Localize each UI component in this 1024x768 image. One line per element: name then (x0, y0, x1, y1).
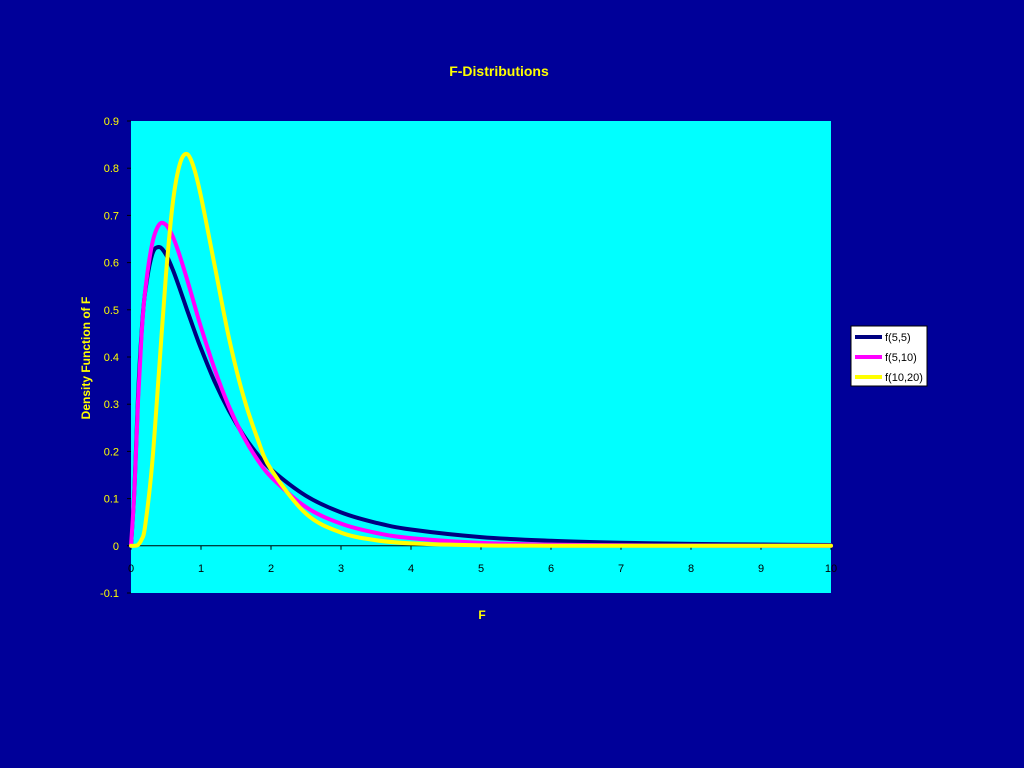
x-tick-label: 7 (618, 563, 624, 575)
y-tick-label: 0.5 (104, 305, 119, 317)
y-tick-label: 0.8 (104, 163, 119, 175)
y-tick-label: 0.3 (104, 399, 119, 411)
y-axis-title: Density Function of F (79, 297, 93, 420)
y-axis-ticks: -0.1 0 0.1 0.2 0.3 0.4 0.5 0.6 0.7 0.8 0.9 (100, 116, 131, 600)
y-tick-label: -0.1 (100, 588, 119, 600)
x-tick-label: 3 (338, 563, 344, 575)
legend-label: f(5,10) (885, 352, 917, 364)
x-tick-label: 8 (688, 563, 694, 575)
x-tick-label: 4 (408, 563, 414, 575)
x-tick-label: 6 (548, 563, 554, 575)
series-line-3 (129, 151, 833, 548)
x-axis-title: F (478, 608, 485, 622)
x-tick-label: 1 (198, 563, 204, 575)
legend-label: f(10,20) (885, 372, 923, 384)
y-tick-label: 0.4 (104, 352, 119, 364)
y-tick-label: 0.9 (104, 116, 119, 128)
y-tick-label: 0 (113, 541, 119, 553)
x-tick-label: 2 (268, 563, 274, 575)
x-tick-label: 10 (825, 563, 837, 575)
x-tick-label: 0 (128, 563, 134, 575)
legend-label: f(5,5) (885, 332, 911, 344)
legend: f(5,5) f(5,10) f(10,20) (850, 325, 928, 387)
series-lines (129, 151, 833, 548)
plot-area (131, 121, 831, 593)
y-tick-label: 0.7 (104, 210, 119, 222)
x-tick-label: 5 (478, 563, 484, 575)
y-tick-label: 0.2 (104, 446, 119, 458)
chart-title: F-Distributions (449, 63, 549, 79)
y-tick-label: 0.6 (104, 258, 119, 270)
y-tick-label: 0.1 (104, 494, 119, 506)
x-tick-label: 9 (758, 563, 764, 575)
